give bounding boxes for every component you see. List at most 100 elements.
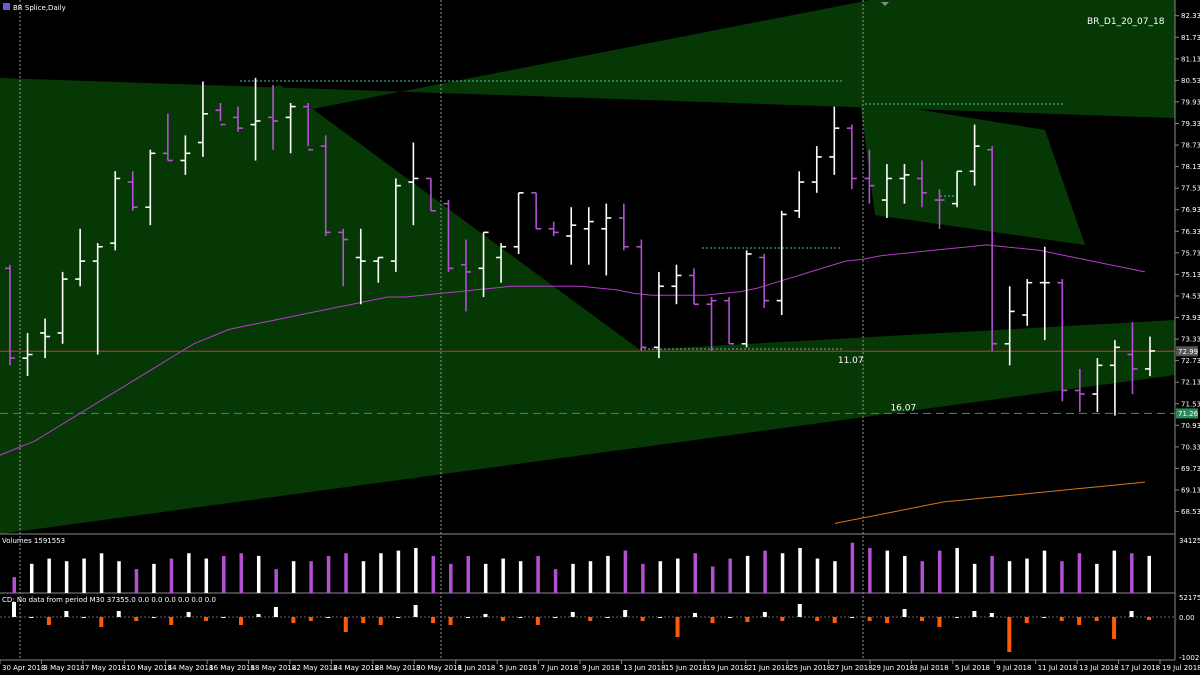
volume-bar [134, 569, 139, 593]
ohlc-bar [934, 189, 945, 229]
volume-bar [868, 547, 872, 593]
volume-bar [1042, 550, 1047, 593]
cd-bar [1059, 617, 1064, 621]
channel-zone [0, 0, 1175, 170]
cd-bar [308, 617, 313, 621]
window-title: BR Splice,Daily [13, 4, 66, 12]
volume-bar [693, 553, 697, 593]
price-tag [1176, 346, 1198, 357]
ohlc-bar [408, 142, 419, 226]
cd-bar [431, 617, 436, 623]
time-tick-label: 5 Jul 2018 [955, 664, 990, 672]
ohlc-bar [1109, 340, 1120, 416]
volume-bar [1077, 553, 1082, 593]
time-tick-label: 13 Jul 2018 [1079, 664, 1119, 672]
time-tick-label: 24 May 2018 [333, 664, 379, 672]
price-tick-label: 82.33 [1181, 12, 1200, 20]
volume-bar [798, 547, 802, 593]
ohlc-bar [268, 85, 279, 150]
moving-average-fast [0, 244, 1146, 456]
ohlc-bar [969, 124, 980, 186]
volume-bar [326, 555, 331, 593]
cd-bar [1007, 617, 1012, 652]
cd-bar [1094, 617, 1099, 621]
cd-bar [413, 605, 418, 617]
price-tag-label: 72.99 [1178, 348, 1198, 356]
cd-axis-label: 521752 [1179, 594, 1200, 602]
cd-bar [378, 617, 383, 625]
volume-bar [361, 561, 366, 593]
price-tick-label: 81.13 [1181, 55, 1200, 63]
ohlc-bar [583, 207, 594, 265]
cd-bar [81, 617, 86, 618]
ohlc-bar [513, 192, 524, 254]
cd-panel: 521752 0.00 -100269 [0, 594, 1200, 662]
ohlc-bar [40, 318, 51, 359]
cd-bar [850, 617, 855, 618]
price-axis[interactable]: 82.33 81.73 81.13 80.53 79.93 79.33 78.73 78.13… [1175, 12, 1200, 516]
cd-bar [832, 617, 837, 623]
price-tick-label: 75.13 [1181, 271, 1200, 279]
time-tick-label: 5 Jun 2018 [499, 664, 537, 672]
cd-bar [221, 617, 226, 618]
cd-bar [815, 617, 820, 621]
cd-bar [535, 617, 540, 625]
cd-bar [12, 602, 16, 617]
volume-bar [291, 561, 296, 593]
time-tick-label: 9 Jun 2018 [582, 664, 620, 672]
volume-bar [117, 561, 121, 593]
price-tick-label: 79.33 [1181, 120, 1200, 128]
volume-bar [187, 553, 191, 593]
ohlc-bar [1074, 368, 1085, 413]
cd-title: CD: No data from period M30 37355.0 0.0 … [2, 596, 216, 604]
price-tick-label: 80.53 [1181, 77, 1200, 85]
volume-bar [518, 561, 523, 593]
time-tick-label: 19 Jul 2018 [1162, 664, 1200, 672]
ohlc-bar [759, 253, 770, 308]
cd-axis-label: 0.00 [1179, 614, 1195, 622]
ohlc-bar [601, 203, 612, 276]
volume-bar [780, 553, 785, 593]
price-tick-label: 78.13 [1181, 163, 1200, 171]
volume-bar [47, 558, 51, 593]
cd-bar [640, 617, 645, 621]
price-tick-label: 72.13 [1181, 379, 1200, 387]
ohlc-bar [689, 268, 699, 306]
volume-bar [658, 561, 663, 593]
price-tag [1176, 408, 1198, 419]
channel-zone [0, 85, 640, 350]
ohlc-bar [338, 228, 349, 287]
cd-bar [972, 611, 977, 617]
volume-bar [1007, 561, 1012, 593]
ohlc-bar [531, 192, 542, 230]
volume-bar [169, 558, 174, 593]
volume-bar [553, 569, 558, 593]
cd-bar [710, 617, 715, 623]
shift-marker-icon[interactable] [881, 2, 889, 6]
time-tick-label: 1 Jun 2018 [458, 664, 496, 672]
cd-bar [954, 617, 959, 618]
cd-bar [867, 617, 872, 621]
time-tick-label: 9 Jul 2018 [996, 664, 1031, 672]
cd-bar [64, 611, 69, 617]
cd-bar [361, 617, 366, 623]
ohlc-bar [303, 103, 314, 151]
ohlc-bar [794, 171, 805, 218]
volume-bar [745, 555, 750, 593]
price-tick-label: 68.53 [1181, 508, 1200, 516]
cd-bar [780, 617, 785, 621]
ohlc-bar [478, 231, 489, 298]
cd-bar [29, 617, 34, 618]
ohlc-bar [496, 243, 507, 283]
volume-bar [623, 550, 628, 593]
volume-bar [82, 558, 86, 593]
price-tick-label: 69.73 [1181, 465, 1200, 473]
price-tick-label: 73.93 [1181, 314, 1200, 322]
ohlc-bar [373, 256, 384, 283]
cd-bar [920, 617, 924, 621]
volume-bar [431, 555, 436, 593]
cd-bar [343, 617, 348, 632]
volume-bar [885, 550, 890, 593]
